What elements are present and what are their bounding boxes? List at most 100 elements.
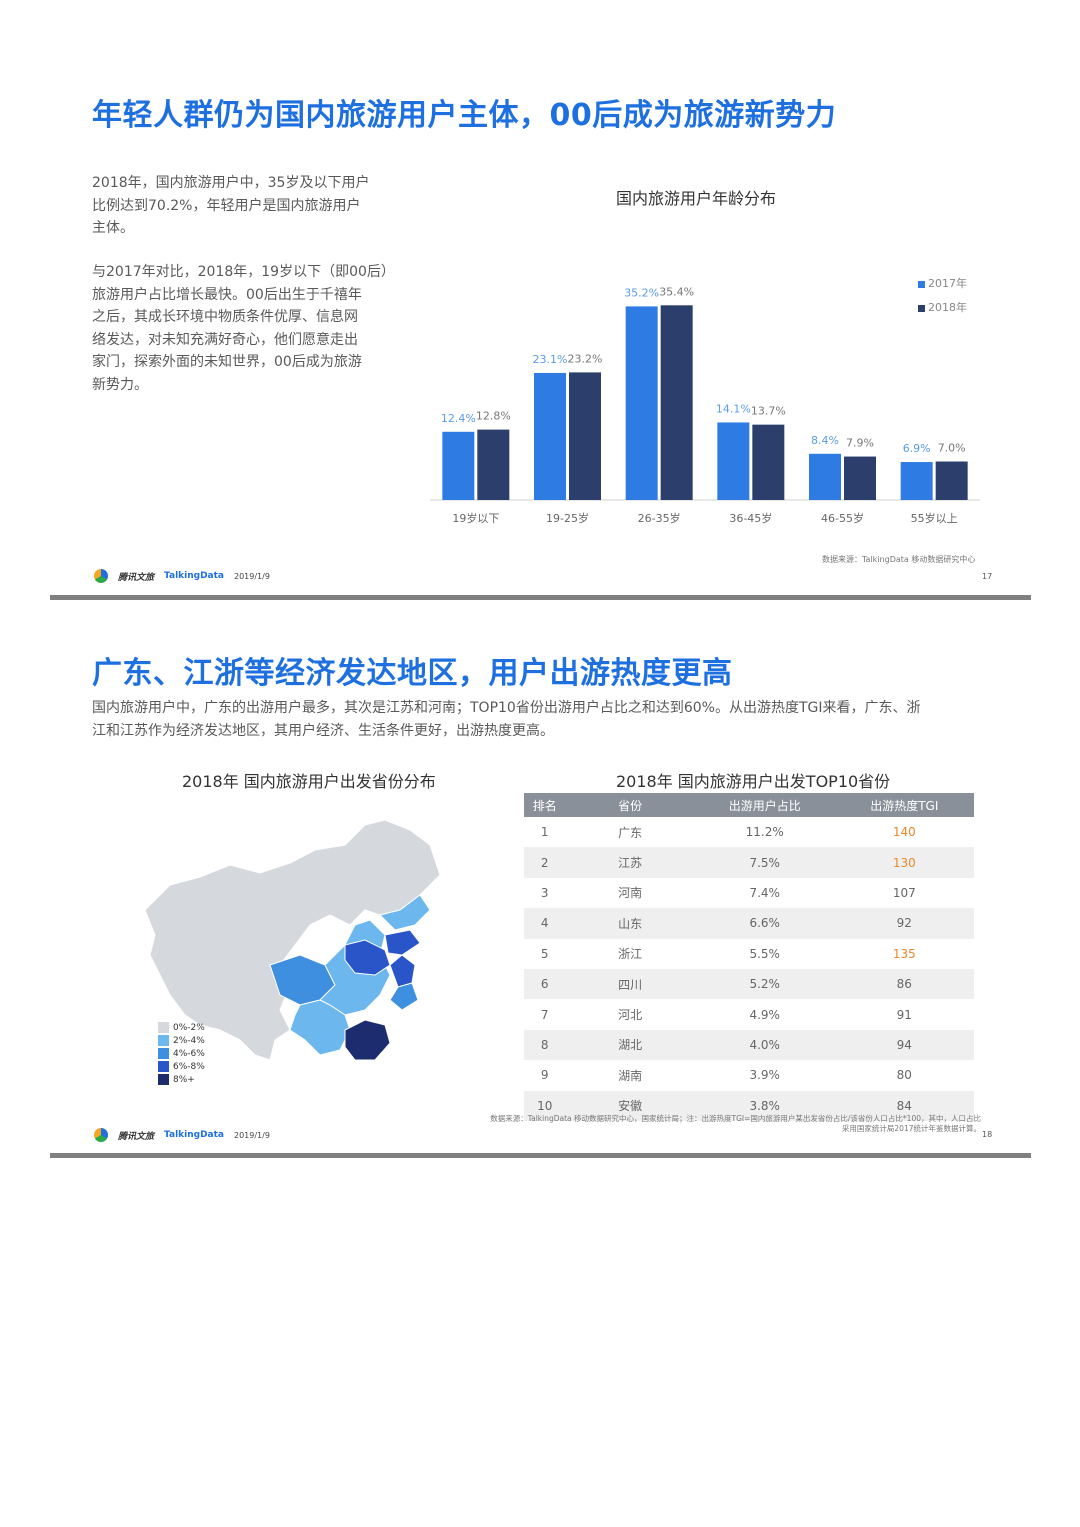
cell-share: 3.8% <box>694 1090 835 1121</box>
map-legend: 0%-2% 2%-4% 4%-6% 6%-8% 8%+ <box>158 1022 205 1087</box>
cell-rank: 1 <box>540 825 549 840</box>
legend-swatch <box>158 1048 169 1059</box>
cell-share: 4.0% <box>694 1029 835 1061</box>
legend-item-2018: 2018年 <box>918 296 967 320</box>
text-line: 2018年，国内旅游用户中，35岁及以下用户 <box>92 175 370 191</box>
cell-share: 5.2% <box>694 968 835 1000</box>
text-line: 主体。 <box>92 220 134 236</box>
table-row: 10 安徽 3.8% 84 <box>524 1090 974 1121</box>
legend-swatch <box>918 280 925 288</box>
table-row: 5 浙江 5.5% 135 <box>524 939 974 969</box>
source-line: 数据来源：TalkingData 移动数据研究中心，国家统计局；注：出游热度TG… <box>490 1114 981 1123</box>
cell-share: 4.9% <box>749 1007 780 1022</box>
map-legend-item: 8%+ <box>158 1074 205 1087</box>
slide-divider <box>50 595 1031 600</box>
text-line: 与2017年对比，2018年，19岁以下（即00后） <box>92 264 395 280</box>
china-province-map <box>144 819 441 1061</box>
table-row: 3 河南 7.4% 107 <box>524 878 974 908</box>
cell-rank: 7 <box>540 1007 549 1022</box>
text-line: 江和江苏作为经济发达地区，其用户经济、生活条件更好，出游热度更高。 <box>92 722 554 739</box>
x-tick-label: 19-25岁 <box>546 511 589 525</box>
cell-share: 6.6% <box>694 908 835 939</box>
cell-tgi: 135 <box>892 946 916 961</box>
table-row: 4 山东 6.6% 92 <box>524 908 974 939</box>
legend-label: 2017年 <box>928 277 967 290</box>
cell-tgi: 91 <box>896 1007 912 1022</box>
cell-share: 11.2% <box>745 825 784 840</box>
cell-share: 7.5% <box>694 847 835 878</box>
text-line: 家门，探索外面的未知世界，00后成为旅游 <box>92 354 362 370</box>
bar-2018年-55岁以上 <box>935 461 968 500</box>
map-region-guangdong <box>344 1019 391 1061</box>
cell-tgi: 140 <box>892 825 916 840</box>
legend-swatch <box>158 1061 169 1072</box>
map-legend-item: 2%-4% <box>158 1035 205 1048</box>
brand-name: 腾讯文旅 <box>118 1131 155 1142</box>
cell-tgi: 84 <box>834 1090 974 1121</box>
cell-province: 浙江 <box>618 947 643 962</box>
cell-rank: 9 <box>540 1068 549 1083</box>
map-legend-item: 6%-8% <box>158 1061 205 1074</box>
cell-rank: 2 <box>524 847 566 878</box>
data-label: 6.9% <box>903 442 931 455</box>
cell-province: 江苏 <box>565 847 695 878</box>
data-label: 35.2% <box>624 286 659 299</box>
text-line: 比例达到70.2%，年轻用户是国内旅游用户 <box>92 197 361 214</box>
cell-province: 广东 <box>618 825 643 840</box>
data-label: 7.9% <box>846 437 874 450</box>
cell-province: 湖北 <box>565 1029 695 1061</box>
talkingdata-logo: TalkingData <box>164 1130 224 1140</box>
bar-2018年-36-45岁 <box>752 424 785 500</box>
text-line: 国内旅游用户中，广东的出游用户最多，其次是江苏和河南；TOP10省份出游用户占比… <box>92 700 921 716</box>
cell-rank: 3 <box>540 885 549 900</box>
table-header-row: 排名 省份 出游用户占比 出游热度TGI <box>524 793 974 817</box>
table-row: 8 湖北 4.0% 94 <box>524 1029 974 1061</box>
bar-2017年-55岁以上 <box>900 462 933 500</box>
legend-swatch <box>158 1074 169 1085</box>
cell-tgi: 80 <box>896 1068 912 1083</box>
column-header-province: 省份 <box>565 793 695 817</box>
bar-2017年-46-55岁 <box>809 453 841 500</box>
text-line: 旅游用户占比增长最快。00后出生于千禧年 <box>92 286 362 303</box>
legend-swatch <box>158 1035 169 1046</box>
cell-rank: 5 <box>540 946 549 961</box>
slide-title: 广东、江浙等经济发达地区，用户出游热度更高 <box>92 656 733 691</box>
data-label: 23.2% <box>568 352 603 365</box>
text-line: 之后，其成长环境中物质条件优厚、信息网 <box>92 309 358 325</box>
cell-rank: 6 <box>524 968 566 1000</box>
cell-rank: 8 <box>524 1029 566 1061</box>
legend-swatch <box>918 304 925 312</box>
age-distribution-bar-chart: 12.4% 12.8% 19岁以下 23.1% 23.2% 19-25岁 35.2% 35.4… <box>430 285 980 525</box>
top10-province-table: 排名 省份 出游用户占比 出游热度TGI 1 广东 11.2% 140 2 江苏 7.5% 1… <box>524 793 974 1121</box>
tencent-culture-logo-icon <box>94 569 108 583</box>
map-region-shandong <box>384 929 421 956</box>
slide-title: 年轻人群仍为国内旅游用户主体，00后成为旅游新势力 <box>92 98 837 133</box>
text-line: 新势力。 <box>92 376 148 393</box>
map-title: 2018年 国内旅游用户出发省份分布 <box>182 772 436 791</box>
map-region-henan <box>344 939 391 976</box>
bar-2018年-26-35岁 <box>660 305 693 500</box>
legend-item-2017: 2017年 <box>918 272 967 296</box>
source-line: 采用国家统计局2017统计年鉴数据计算。 <box>841 1124 981 1133</box>
legend-swatch <box>158 1022 169 1033</box>
bar-2017年-19-25岁 <box>534 372 566 500</box>
bar-2017年-36-45岁 <box>717 422 750 500</box>
column-header-tgi: 出游热度TGI <box>834 793 974 817</box>
legend-label: 8%+ <box>173 1075 195 1085</box>
bar-2018年-46-55岁 <box>844 456 876 500</box>
bar-2017年-19岁以下 <box>442 431 475 500</box>
analysis-paragraph: 与2017年对比，2018年，19岁以下（即00后） 旅游用户占比增长最快。00… <box>92 261 402 396</box>
table-title: 2018年 国内旅游用户出发TOP10省份 <box>616 772 891 791</box>
brand-name: 腾讯文旅 <box>118 572 155 583</box>
cell-tgi: 92 <box>834 908 974 939</box>
map-region-jiangsu <box>389 954 416 988</box>
bar-2018年-19-25岁 <box>569 372 601 500</box>
data-label: 23.1% <box>533 353 568 366</box>
x-tick-label: 26-35岁 <box>638 511 681 525</box>
data-label: 12.8% <box>476 410 511 423</box>
page-number: 17 <box>982 572 993 581</box>
bar-2017年-26-35岁 <box>625 306 658 500</box>
cell-province: 安徽 <box>565 1090 695 1121</box>
cell-share: 5.5% <box>749 946 780 961</box>
cell-tgi: 94 <box>834 1029 974 1061</box>
